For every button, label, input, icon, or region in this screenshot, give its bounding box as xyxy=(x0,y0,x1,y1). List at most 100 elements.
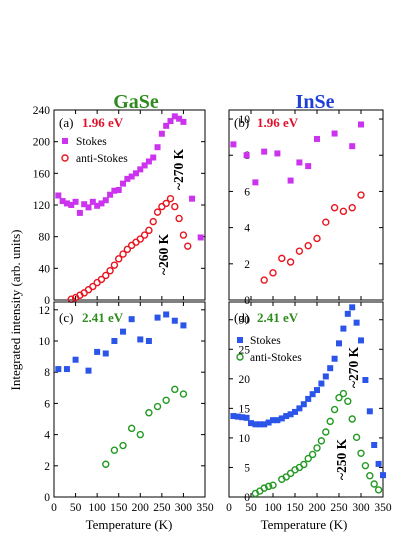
panel-a-stokes-point xyxy=(167,118,174,125)
panel-b-ytick-label: 10 xyxy=(239,114,251,126)
legend-d-stokes-label: Stokes xyxy=(250,335,281,347)
panel-c-anti-stokes-point xyxy=(127,424,136,433)
panel-d-anti-stokes-point xyxy=(352,433,361,442)
panel-a-anti-stokes-point xyxy=(102,271,110,280)
panel-d-stokes-point xyxy=(287,411,294,418)
panel-c-anti-stokes-point xyxy=(179,390,188,398)
panel-d-stokes-point xyxy=(270,417,276,424)
panel-c-stokes-point xyxy=(180,322,187,329)
panel-b-stokes-point xyxy=(358,121,364,128)
panel-b-stokes-point xyxy=(261,148,268,155)
panel-d-frame xyxy=(228,301,384,498)
panel-c-ytick-label: 8 xyxy=(44,367,50,379)
panel-a-ytick-label: 120 xyxy=(33,200,51,212)
panel-a-anti-stokes-point xyxy=(140,231,149,239)
panel-a-anti-stokes-point xyxy=(171,202,179,211)
panel-c: (c) 2.41 eV 0 2 4 6 8 10 12 0 50 100 150 200 250 300 3… xyxy=(39,301,214,514)
panel-b-anti-stokes-point xyxy=(295,247,304,255)
panel-a-stokes-point xyxy=(111,187,118,194)
panel-d-anti-stokes-point xyxy=(300,460,308,469)
panel-a-stokes-point xyxy=(81,201,88,208)
legend-d-stokes-marker xyxy=(237,337,243,343)
panel-d-stokes-point xyxy=(322,373,329,380)
panel-d-stokes-point xyxy=(274,417,281,424)
panel-d-anti-stokes-point xyxy=(339,389,348,398)
panel-a-anti-stokes-point xyxy=(123,245,132,254)
panel-c-anti-stokes-point xyxy=(153,402,162,411)
panel-a-ytick-label: 160 xyxy=(33,168,51,180)
panel-b-stokes-point xyxy=(243,152,250,159)
legend-d-antistokes-label: anti-Stokes xyxy=(250,352,302,364)
panel-c-stokes-point xyxy=(154,314,161,321)
panel-d-stokes-point xyxy=(371,442,378,448)
panel-a-stokes-point xyxy=(98,200,105,207)
panel-b-stokes-point xyxy=(314,135,320,142)
panel-a-stokes-point xyxy=(102,197,109,204)
panel-d-anti-stokes-point xyxy=(348,415,356,423)
panel-a-stokes-point xyxy=(197,234,204,241)
legend-a-stokes-marker xyxy=(62,138,68,144)
panel-c-stokes-point xyxy=(120,328,127,335)
panel-d-stokes-point xyxy=(278,415,285,422)
x-axis-label-left: Temperature (K) xyxy=(86,517,173,532)
panel-a-energy: 1.96 eV xyxy=(82,115,124,130)
panel-d-ytick-label: 25 xyxy=(239,344,251,356)
panel-d-stokes-point xyxy=(331,355,338,362)
panel-a-stokes-point xyxy=(85,204,92,211)
panel-d-stokes-point xyxy=(234,413,241,420)
panel-b-ytick-label: 2 xyxy=(244,259,250,271)
panel-c-anti-stokes-point xyxy=(145,409,153,417)
panel-a-stokes-point xyxy=(176,115,183,122)
panel-d-anti-stokes-point xyxy=(282,473,290,481)
panel-d-ytick-label: 20 xyxy=(239,374,251,386)
panel-a-anti-stokes-point xyxy=(175,214,183,223)
panel-d-xtick-label: 350 xyxy=(374,502,392,514)
panel-b-anti-stokes-point xyxy=(339,207,348,216)
panel-c-stokes-point xyxy=(63,366,70,373)
panel-c-anti-stokes-point xyxy=(119,441,127,450)
panel-c-ytick-label: 12 xyxy=(39,305,51,317)
panel-d-stokes-point xyxy=(327,365,334,372)
panel-b-ytick-label: 0 xyxy=(244,295,250,307)
panel-b-stokes-point xyxy=(287,177,294,184)
panel-a-anti-stokes-point xyxy=(97,275,106,284)
panel-d-ytick-label: 30 xyxy=(239,315,251,327)
panel-c-xtick-label: 50 xyxy=(70,502,82,514)
panel-d-anti-stokes-point xyxy=(335,394,343,402)
panel-d-stokes-point xyxy=(248,420,254,427)
panel-d-anti-stokes-point xyxy=(344,397,352,405)
panel-a-anti-stokes-point xyxy=(184,242,192,250)
panel-d-stokes-point xyxy=(340,325,347,332)
panel-a-stokes-point xyxy=(180,118,187,125)
panel-c-frame xyxy=(53,301,206,498)
panel-d-xtick-label: 200 xyxy=(308,502,326,514)
panel-d-xtick-label: 0 xyxy=(226,502,232,514)
panel-a-anti-stokes-point xyxy=(166,194,175,203)
legend-a-stokes-label: Stokes xyxy=(76,136,107,148)
panel-a-stokes-point xyxy=(128,173,135,180)
panel-b-stokes-point xyxy=(274,150,281,157)
panel-d-anti-stokes-point xyxy=(374,486,383,494)
x-axis-label-right: Temperature (K) xyxy=(261,517,348,532)
panel-d-stokes-point xyxy=(353,319,360,326)
panel-b-stokes-point xyxy=(349,143,356,150)
panel-b-stokes-point xyxy=(305,163,312,170)
panel-a-stokes-point xyxy=(163,122,170,129)
panel-a-stokes-point xyxy=(154,144,161,151)
panel-d-anti-stokes-point xyxy=(370,480,378,488)
panel-b-anti-stokes-point xyxy=(348,204,356,212)
panel-d-energy: 2.41 eV xyxy=(257,310,299,325)
panel-d-ytick-label: 0 xyxy=(244,492,250,504)
panel-d-stokes-point xyxy=(349,304,356,311)
panel-d-label: (d) xyxy=(234,310,249,325)
panel-a-anti-stokes-point xyxy=(89,282,97,291)
panel-d-stokes-point xyxy=(318,380,325,387)
panel-a-stokes-point xyxy=(72,198,79,205)
panel-d-stokes-point xyxy=(265,419,272,426)
panel-c-anti-stokes-point xyxy=(110,446,119,454)
panel-d-stokes-point xyxy=(314,387,320,394)
panel-d-stokes-point xyxy=(292,408,298,415)
panel-a-anti-stokes-point xyxy=(110,261,119,269)
panel-d-anti-stokes-point xyxy=(317,437,326,445)
